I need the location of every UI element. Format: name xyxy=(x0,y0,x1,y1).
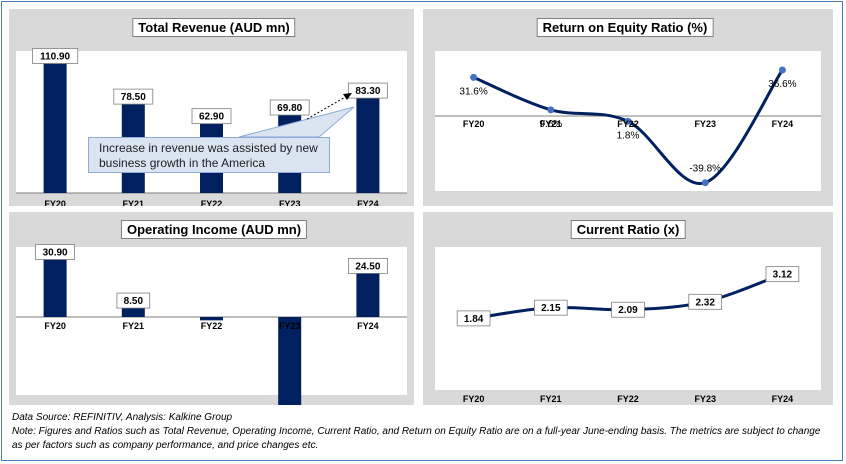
operating-income-bar-FY22 xyxy=(200,317,223,321)
revenue-tick-FY24: FY24 xyxy=(357,199,379,206)
operating-income-tick-FY20: FY20 xyxy=(44,321,66,331)
operating-income-bar-FY20 xyxy=(43,250,67,317)
revenue-chart: 110.90 78.50 62.90 69.80 83.30 FY20 FY21 FY22 FY… xyxy=(16,48,407,206)
operating-income-data-label-FY21-text: 8.50 xyxy=(124,296,144,307)
operating-income-data-label-FY20-box xyxy=(35,244,76,260)
revenue-trend-arrow xyxy=(306,94,350,120)
operating-income-data-label-FY20-text: 30.90 xyxy=(43,248,68,259)
current-ratio-tick-FY20: FY20 xyxy=(463,394,485,404)
current-ratio-data-label-FY22-text: 2.09 xyxy=(618,305,638,316)
roe-data-label-FY21: 9.6% xyxy=(539,119,562,130)
operating-income-chart-title: Operating Income (AUD mn) xyxy=(120,220,308,239)
revenue-tick-FY21: FY21 xyxy=(123,199,145,206)
operating-income-tick-FY22: FY22 xyxy=(201,321,223,331)
current-ratio-tick-FY22: FY22 xyxy=(617,394,639,404)
operating-income-data-label-FY24-box xyxy=(347,257,388,274)
revenue-bar-FY20 xyxy=(43,54,67,193)
current-ratio-tick-FY21: FY21 xyxy=(540,394,562,404)
revenue-data-label-FY21-text: 78.50 xyxy=(121,92,146,103)
note-text: Note: Figures and Ratios such as Total R… xyxy=(12,426,821,451)
revenue-data-label-FY24-box xyxy=(347,82,388,99)
revenue-bar-FY24 xyxy=(356,88,380,193)
roe-chart-panel: 31.6% 9.6% 1.8% -39.8% 36.6% FY20 FY21 FY22 FY23… xyxy=(423,9,833,206)
roe-tick-FY24: FY24 xyxy=(772,119,794,129)
roe-chart: 31.6% 9.6% 1.8% -39.8% 36.6% FY20 FY21 FY22 FY23… xyxy=(435,51,821,191)
revenue-data-label-FY22: 62.90 xyxy=(191,108,232,125)
current-ratio-data-label-FY22: 2.09 xyxy=(611,301,645,318)
roe-tick-FY21: FY21 xyxy=(540,119,562,129)
roe-data-label-FY22: 1.8% xyxy=(617,130,640,141)
current-ratio-data-label-FY20-text: 1.84 xyxy=(464,314,484,325)
revenue-chart-panel: 110.90 78.50 62.90 69.80 83.30 FY20 FY21 FY22 FY… xyxy=(9,9,414,206)
roe-data-label-FY20: 31.6% xyxy=(459,86,487,97)
operating-income-plot-area xyxy=(16,247,407,395)
current-ratio-data-label-FY21: 2.15 xyxy=(534,299,568,316)
roe-point-FY24 xyxy=(778,66,786,74)
operating-income-bar-FY24 xyxy=(356,263,380,317)
roe-data-label-FY23: -39.8% xyxy=(689,164,721,175)
current-ratio-chart-panel: 1.84 2.15 2.09 2.32 3.12 FY20 FY21 FY22 FY23 FY24… xyxy=(423,212,833,405)
revenue-data-label-FY21: 78.50 xyxy=(113,88,154,105)
revenue-data-label-FY23-text: 69.80 xyxy=(277,103,302,114)
current-ratio-data-label-FY21-box xyxy=(534,299,568,316)
operating-income-tick-FY21: FY21 xyxy=(123,321,145,331)
revenue-data-label-FY20-text: 110.90 xyxy=(40,52,70,63)
current-ratio-chart-title: Current Ratio (x) xyxy=(570,220,686,239)
revenue-callout: Increase in revenue was assisted by new … xyxy=(88,137,330,173)
revenue-data-label-FY20-box xyxy=(32,48,79,64)
current-ratio-data-label-FY22-box xyxy=(611,301,645,318)
roe-point-FY22 xyxy=(624,117,632,125)
revenue-chart-title: Total Revenue (AUD mn) xyxy=(132,18,296,37)
revenue-callout-line-1: Increase in revenue was assisted by new xyxy=(99,141,318,155)
current-ratio-data-label-FY24-box xyxy=(765,266,800,283)
footer: Data Source: REFINITIV, Analysis: Kalkin… xyxy=(12,411,832,453)
current-ratio-data-label-FY24: 3.12 xyxy=(765,266,800,283)
revenue-data-label-FY23-box xyxy=(269,99,310,116)
revenue-tick-FY23: FY23 xyxy=(279,199,301,206)
current-ratio-data-label-FY23-text: 2.32 xyxy=(695,297,715,308)
current-ratio-data-label-FY21-text: 2.15 xyxy=(541,303,561,314)
roe-data-label-FY24: 36.6% xyxy=(768,79,796,90)
operating-income-data-label-FY21-box xyxy=(116,292,151,309)
revenue-data-label-FY24: 83.30 xyxy=(347,82,388,99)
current-ratio-tick-FY23: FY23 xyxy=(694,394,716,404)
revenue-data-label-FY24-text: 83.30 xyxy=(355,86,380,97)
revenue-data-label-FY21-box xyxy=(113,88,154,105)
revenue-data-label-FY20: 110.90 xyxy=(32,48,79,64)
operating-income-data-label-FY24: 24.50 xyxy=(347,257,388,274)
operating-income-data-label-FY21: 8.50 xyxy=(116,292,151,309)
operating-income-bar-FY23 xyxy=(278,317,302,405)
data-source-text: Data Source: REFINITIV, Analysis: Kalkin… xyxy=(12,412,233,423)
operating-income-data-label-FY24-text: 24.50 xyxy=(355,261,380,272)
revenue-data-label-FY22-box xyxy=(191,108,232,125)
current-ratio-tick-FY24: FY24 xyxy=(772,394,794,404)
revenue-callout-line-2: business growth in the America xyxy=(99,156,266,170)
roe-tick-FY20: FY20 xyxy=(463,119,485,129)
revenue-trend-arrowhead xyxy=(343,93,352,100)
revenue-tick-FY22: FY22 xyxy=(201,199,223,206)
roe-point-FY20 xyxy=(470,73,478,81)
roe-tick-FY23: FY23 xyxy=(694,119,716,129)
current-ratio-data-label-FY23-box xyxy=(688,293,722,310)
roe-tick-FY22: FY22 xyxy=(617,119,639,129)
roe-chart-title: Return on Equity Ratio (%) xyxy=(536,18,714,37)
roe-series-line xyxy=(473,69,784,185)
revenue-tick-FY20: FY20 xyxy=(44,199,66,206)
operating-income-tick-FY24: FY24 xyxy=(357,321,379,331)
roe-point-FY23 xyxy=(701,179,709,187)
current-ratio-chart: 1.84 2.15 2.09 2.32 3.12 FY20 FY21 FY22 FY23 FY24 xyxy=(435,247,821,404)
current-ratio-data-label-FY20-box xyxy=(456,310,491,327)
revenue-data-label-FY22-text: 62.90 xyxy=(199,112,224,123)
operating-income-data-label-FY20: 30.90 xyxy=(35,244,76,260)
current-ratio-data-label-FY23: 2.32 xyxy=(688,293,722,310)
operating-income-tick-FY23: FY23 xyxy=(279,321,301,331)
current-ratio-data-label-FY24-text: 3.12 xyxy=(773,270,793,281)
current-ratio-data-label-FY20: 1.84 xyxy=(456,310,491,327)
roe-point-FY21 xyxy=(547,106,555,114)
current-ratio-plot-area xyxy=(435,247,821,390)
revenue-data-label-FY23: 69.80 xyxy=(269,99,310,116)
operating-income-chart-panel: 30.908.50-31.5024.50FY20FY21FY22FY23FY24… xyxy=(9,212,414,405)
